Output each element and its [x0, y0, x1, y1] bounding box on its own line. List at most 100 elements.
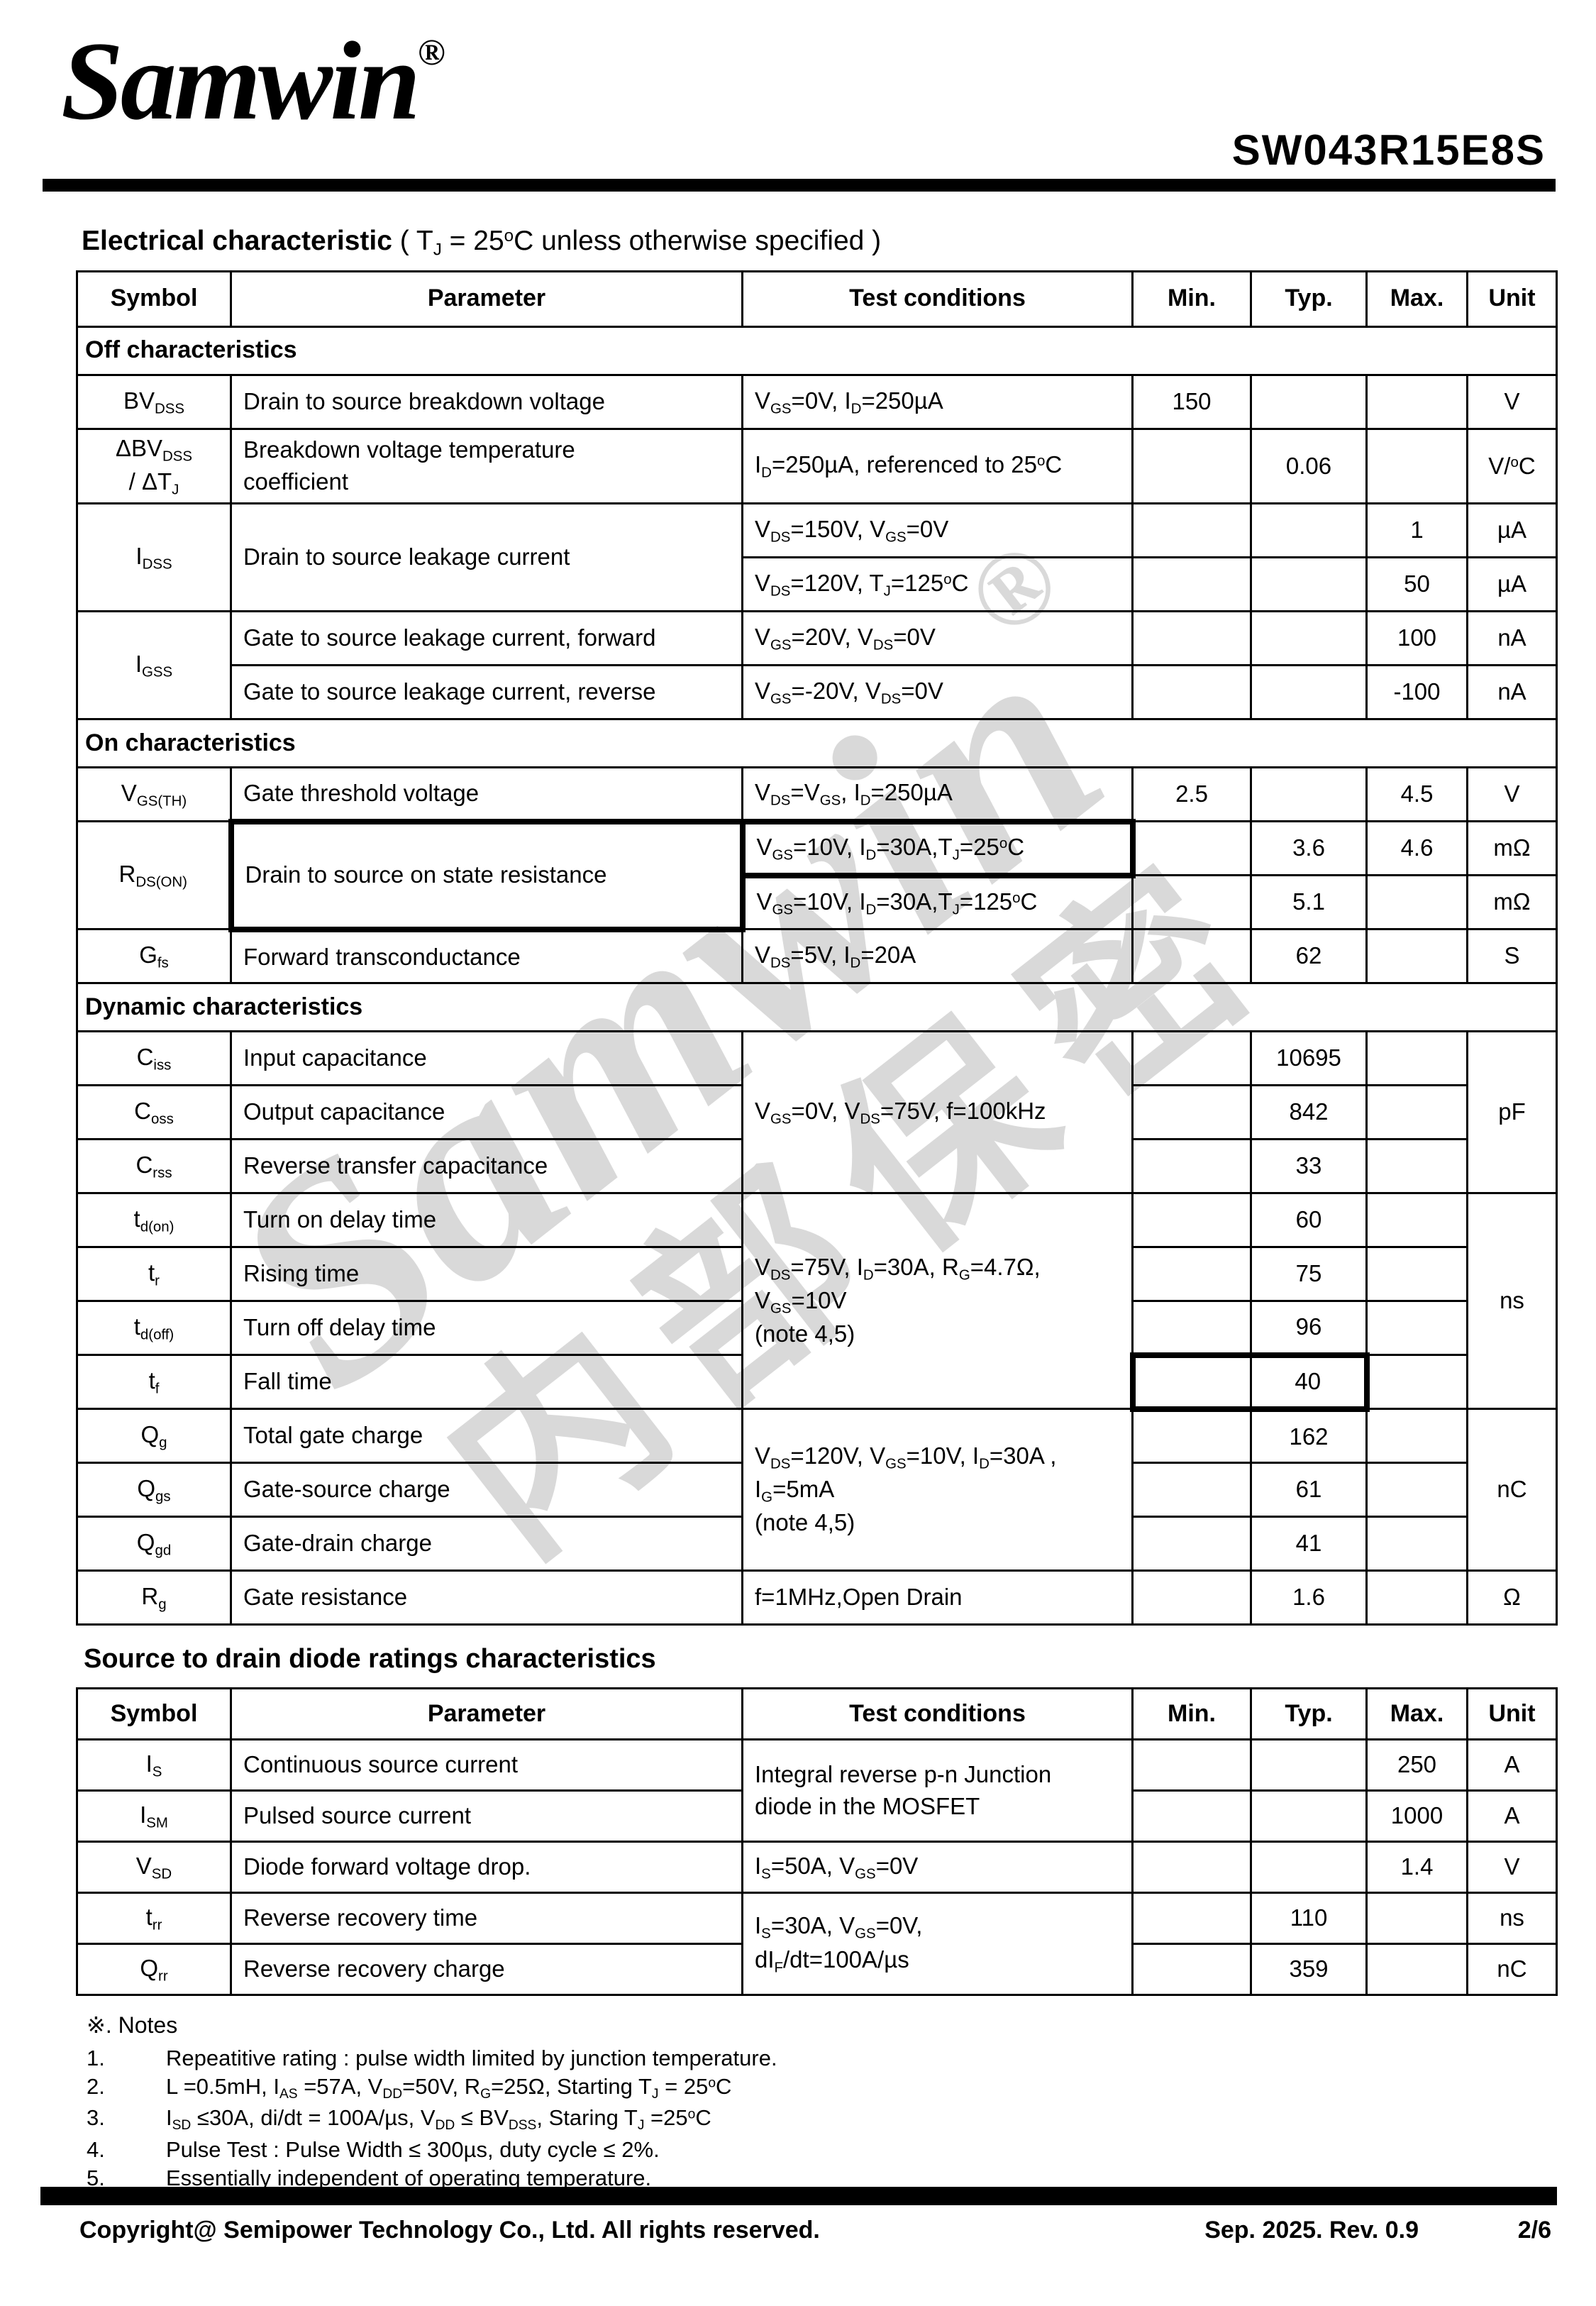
parameter-cell: Gate-drain charge [230, 1516, 743, 1572]
samwin-logo: Samwin® [61, 26, 445, 138]
max-cell: 4.6 [1365, 820, 1468, 877]
typ-cell [1250, 373, 1368, 430]
typ-cell [1250, 1841, 1368, 1894]
condition-cell: VGS=-20V, VDS=0V [741, 664, 1134, 721]
section-label: Off characteristics [76, 325, 1558, 376]
symbol-cell: BVDSS [76, 373, 232, 430]
min-cell [1131, 1192, 1252, 1249]
column-header: Parameter [230, 270, 743, 328]
table-row: Qgs Gate-source charge 61 [76, 1462, 1557, 1518]
unit-cell: nA [1466, 664, 1558, 721]
parameter-cell: Fall time [230, 1354, 743, 1411]
table-row: ISM Pulsed source current 1000 A [76, 1789, 1558, 1843]
note-text: L =0.5mH, IAS =57A, VDD=50V, RG=25Ω, Sta… [166, 2074, 732, 2102]
unit-cell: V [1466, 766, 1558, 823]
typ-cell: 96 [1250, 1300, 1368, 1357]
typ-cell: 75 [1250, 1246, 1368, 1303]
max-cell [1365, 1516, 1468, 1572]
condition-cell: Integral reverse p-n Junction diode in t… [741, 1738, 1134, 1843]
condition-cell: VDS=150V, VGS=0V [741, 502, 1134, 559]
unit-cell: Ω [1466, 1569, 1558, 1626]
symbol-cell: VSD [76, 1841, 232, 1894]
column-header: Min. [1131, 1687, 1252, 1741]
footer-rule [40, 2187, 1557, 2205]
min-cell [1131, 874, 1252, 931]
max-cell [1365, 874, 1468, 931]
table-row: Gate to source leakage current, reverse V… [77, 664, 1558, 721]
symbol-cell: tr [76, 1246, 232, 1303]
electrical-characteristics-table: Symbol Parameter Test conditions Min. Typ. Ma… [76, 270, 1558, 1626]
unit-cell: µA [1466, 502, 1558, 559]
symbol-cell: RDS(ON) [76, 820, 232, 931]
table-row: VGS(TH) Gate threshold voltage VDS=VGS, ID… [76, 766, 1558, 823]
typ-cell: 10695 [1250, 1030, 1368, 1087]
table-row: Qgd Gate-drain charge 41 [76, 1516, 1557, 1572]
min-cell [1131, 1569, 1252, 1626]
typ-cell [1250, 1789, 1368, 1843]
symbol-cell: Coss [76, 1084, 232, 1141]
unit-cell: nA [1466, 610, 1558, 667]
max-cell [1365, 1138, 1468, 1195]
parameter-cell: Drain to source leakage current [230, 502, 743, 613]
min-cell [1131, 610, 1252, 667]
min-cell [1131, 664, 1252, 721]
typ-cell [1250, 556, 1368, 613]
unit-cell: A [1466, 1789, 1558, 1843]
note-text: Essentially independent of operating tem… [166, 2165, 652, 2190]
unit-cell: A [1466, 1738, 1558, 1792]
max-cell [1365, 928, 1468, 985]
table-row: td(off) Turn off delay time 96 [76, 1300, 1557, 1357]
min-cell [1131, 1892, 1252, 1946]
column-header: Test conditions [741, 270, 1134, 328]
parameter-cell: Reverse recovery charge [230, 1943, 743, 1997]
condition-cell: ID=250µA, referenced to 25oC [741, 427, 1134, 505]
max-cell [1365, 1462, 1468, 1518]
section-row: Dynamic characteristics [76, 982, 1558, 1033]
typ-cell [1250, 766, 1368, 823]
column-header: Max. [1365, 270, 1468, 328]
min-cell [1131, 820, 1252, 877]
condition-cell: VGS=0V, VDS=75V, f=100kHz [741, 1030, 1134, 1195]
typ-cell: 60 [1250, 1192, 1368, 1249]
max-cell [1365, 1246, 1468, 1303]
symbol-cell: ISM [76, 1789, 232, 1843]
table-row: Ciss Input capacitance VGS=0V, VDS=75V, f=… [76, 1030, 1558, 1195]
parameter-cell: Gate-source charge [230, 1462, 743, 1518]
condition-cell: VDS=120V, TJ=125oC [741, 556, 1134, 613]
notes-heading: ※. Notes [87, 2012, 178, 2039]
min-cell: 150 [1131, 373, 1252, 430]
symbol-cell: ΔBVDSS / ΔTJ [76, 427, 232, 505]
symbol-cell: Gfs [76, 928, 232, 985]
table-row: td(on) Turn on delay time VDS=75V, ID=30A,… [76, 1192, 1558, 1411]
table-row: IDSS Drain to source leakage current VDS=1… [76, 502, 1558, 613]
parameter-cell: Breakdown voltage temperature coefficien… [230, 427, 743, 505]
typ-cell: 162 [1250, 1408, 1368, 1464]
symbol-cell: Qg [76, 1408, 232, 1464]
max-cell [1365, 373, 1468, 430]
page-footer: Copyright@ Semipower Technology Co., Ltd… [40, 2217, 1557, 2259]
column-header: Min. [1131, 270, 1252, 328]
parameter-cell: Drain to source on state resistance [228, 818, 746, 932]
typ-cell: 41 [1250, 1516, 1368, 1572]
max-cell: 50 [1365, 556, 1468, 613]
note-number: 4. [87, 2136, 105, 2162]
typ-cell [1250, 664, 1368, 721]
min-cell [1131, 427, 1252, 505]
parameter-cell: Gate to source leakage current, forward [230, 610, 743, 667]
unit-cell: S [1466, 928, 1558, 985]
column-header: Symbol [76, 1687, 232, 1741]
typ-cell [1250, 502, 1368, 559]
min-cell [1131, 1138, 1252, 1195]
note-text: Repeatitive rating : pulse width limited… [166, 2046, 777, 2071]
typ-cell: 110 [1250, 1892, 1368, 1946]
unit-cell: nC [1466, 1408, 1558, 1572]
symbol-cell: Qgs [76, 1462, 232, 1518]
typ-cell: 3.6 [1250, 820, 1368, 877]
table-header-row: Symbol Parameter Test conditions Min. Typ. Ma… [76, 1687, 1558, 1741]
title-condition-text: ( TJ = 25oC unless otherwise specified ) [392, 226, 882, 260]
min-cell [1131, 1738, 1252, 1792]
symbol-cell: IGSS [76, 610, 232, 721]
max-cell [1365, 1084, 1468, 1141]
datasheet-page: Samwin® SW043R15E8S Electrical character… [43, 26, 1558, 2190]
section-label: Dynamic characteristics [76, 982, 1558, 1033]
